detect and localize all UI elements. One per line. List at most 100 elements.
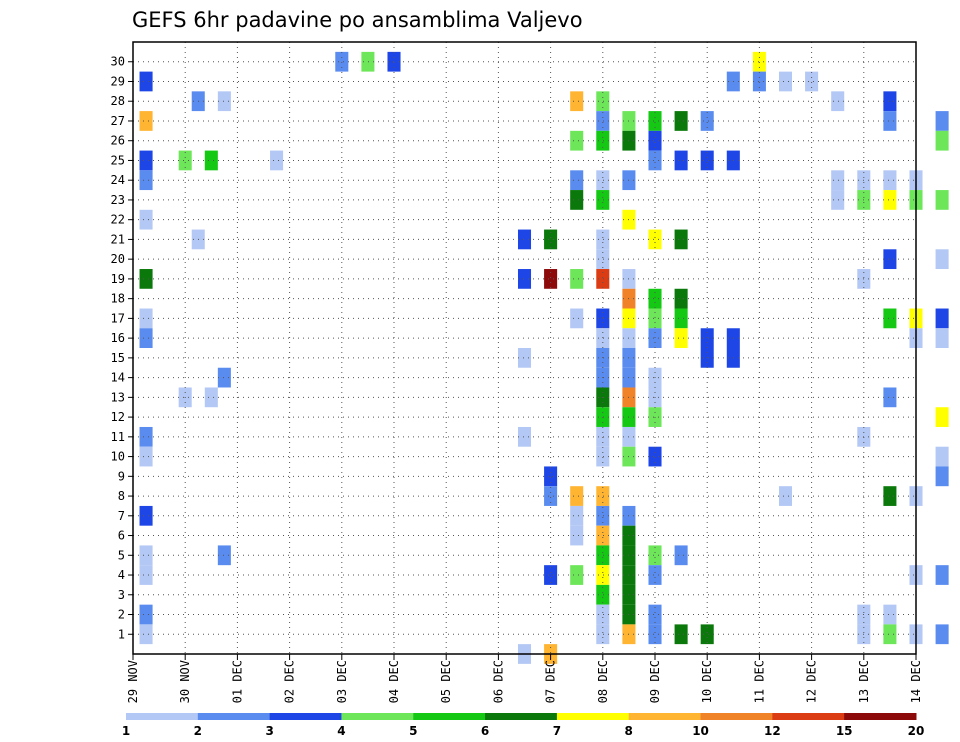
y-tick-label: 16 bbox=[111, 331, 125, 345]
heatmap-cell bbox=[139, 505, 153, 526]
heatmap-cell bbox=[178, 150, 192, 171]
heatmap-cell bbox=[517, 426, 532, 447]
y-tick-label: 25 bbox=[111, 153, 125, 167]
y-tick-label: 19 bbox=[111, 272, 125, 286]
heatmap-cell bbox=[935, 328, 949, 348]
colorbar-swatch bbox=[269, 713, 342, 720]
heatmap-cell bbox=[883, 170, 897, 191]
chart-title: GEFS 6hr padavine po ansamblima Valjevo bbox=[132, 8, 583, 32]
heatmap-cell bbox=[674, 229, 688, 250]
heatmap-cell bbox=[596, 624, 610, 645]
heatmap-cell bbox=[570, 505, 584, 526]
heatmap-cell bbox=[831, 91, 845, 112]
heatmap-cell bbox=[335, 51, 349, 72]
heatmap-cell bbox=[883, 249, 897, 270]
colorbar-swatch bbox=[700, 713, 773, 720]
colorbar-label: 4 bbox=[337, 724, 345, 738]
heatmap-cell bbox=[570, 190, 584, 210]
heatmap-cell bbox=[648, 565, 662, 585]
heatmap-cell bbox=[831, 190, 845, 210]
heatmap-cell bbox=[674, 288, 688, 309]
heatmap-cell bbox=[883, 624, 897, 645]
heatmap-cell bbox=[596, 584, 610, 605]
y-tick-label: 10 bbox=[111, 450, 125, 464]
colorbar-label: 15 bbox=[836, 724, 853, 738]
colorbar-label: 20 bbox=[908, 724, 925, 738]
heatmap-cell bbox=[139, 308, 153, 329]
heatmap-cell bbox=[139, 624, 153, 645]
x-tick-label: 01 DEC bbox=[230, 660, 244, 703]
heatmap-cell bbox=[596, 308, 610, 329]
y-tick-label: 11 bbox=[111, 430, 125, 444]
heatmap-cell bbox=[139, 604, 153, 625]
heatmap-cell bbox=[752, 51, 766, 72]
heatmap-cell bbox=[387, 51, 401, 72]
heatmap-cell bbox=[139, 565, 153, 585]
heatmap-cell bbox=[935, 130, 949, 151]
heatmap-cell bbox=[270, 150, 284, 171]
heatmap-cell bbox=[139, 426, 153, 447]
x-tick-label: 06 DEC bbox=[491, 660, 505, 703]
heatmap-cell bbox=[700, 150, 714, 171]
colorbar-swatch bbox=[413, 713, 486, 720]
colorbar-swatch bbox=[628, 713, 702, 720]
heatmap-cell bbox=[700, 111, 714, 131]
heatmap-cell bbox=[596, 525, 610, 546]
heatmap-cell bbox=[596, 486, 610, 506]
x-tick-label: 03 DEC bbox=[335, 660, 349, 703]
heatmap-cell bbox=[596, 249, 610, 270]
heatmap-cell bbox=[935, 249, 949, 270]
heatmap-cell bbox=[544, 229, 558, 250]
y-axis: 1234567891011121314151617181920212223242… bbox=[111, 55, 133, 641]
heatmap-cell bbox=[139, 545, 153, 566]
colorbar-legend: 1 2 3 4 5 6 7 8 10 12 15 20 bbox=[122, 713, 925, 738]
colorbar-label: 10 bbox=[692, 724, 709, 738]
heatmap-cell bbox=[935, 111, 949, 131]
x-tick-label: 02 DEC bbox=[283, 660, 297, 703]
y-tick-label: 18 bbox=[111, 292, 125, 306]
heatmap-cell bbox=[674, 150, 688, 171]
heatmap-cell bbox=[883, 604, 897, 625]
y-tick-label: 24 bbox=[111, 173, 125, 187]
colorbar-label: 5 bbox=[409, 724, 417, 738]
heatmap-cell bbox=[674, 111, 688, 131]
heatmap-cell bbox=[596, 91, 610, 112]
heatmap-cell bbox=[648, 624, 662, 645]
colorbar-label: 7 bbox=[553, 724, 561, 738]
heatmap-cell bbox=[596, 190, 610, 210]
heatmap-cell bbox=[570, 525, 584, 546]
x-tick-label: 08 DEC bbox=[596, 660, 610, 703]
heatmap-cell bbox=[596, 565, 610, 585]
heatmap-cell bbox=[883, 111, 897, 131]
y-tick-label: 9 bbox=[118, 469, 125, 483]
x-tick-label: 13 DEC bbox=[857, 660, 871, 703]
y-tick-label: 15 bbox=[111, 351, 125, 365]
heatmap-cell bbox=[217, 367, 231, 388]
heatmap-cell bbox=[570, 565, 584, 585]
heatmap-cell bbox=[648, 604, 662, 625]
heatmap-cell bbox=[544, 466, 558, 487]
heatmap-cell bbox=[805, 71, 819, 92]
heatmap-cell bbox=[752, 71, 766, 92]
heatmap-cell bbox=[674, 308, 688, 329]
heatmap-cell bbox=[544, 565, 558, 585]
heatmap-cell bbox=[139, 209, 153, 230]
heatmap-cell bbox=[778, 71, 793, 92]
x-tick-label: 12 DEC bbox=[805, 660, 819, 703]
heatmap-cell bbox=[217, 91, 231, 112]
heatmap-cell bbox=[883, 190, 897, 210]
x-axis: 29 NOV 30 NOV 01 DEC 02 DEC 03 DEC 04 DEC 05 D… bbox=[126, 654, 923, 703]
colorbar-swatch bbox=[485, 713, 558, 720]
colorbar-swatch bbox=[772, 713, 845, 720]
x-tick-label: 14 DEC bbox=[909, 660, 923, 703]
x-tick-label: 30 NOV bbox=[178, 660, 192, 703]
y-tick-label: 12 bbox=[111, 410, 125, 424]
heatmap-cell bbox=[831, 170, 845, 191]
y-tick-label: 22 bbox=[111, 213, 125, 227]
heatmap-cell bbox=[648, 288, 662, 309]
colorbar-label: 1 bbox=[122, 724, 130, 738]
heatmap-cell bbox=[700, 328, 714, 348]
heatmap-cell bbox=[935, 446, 949, 467]
y-tick-label: 2 bbox=[118, 608, 125, 622]
grid-lines bbox=[133, 42, 916, 654]
